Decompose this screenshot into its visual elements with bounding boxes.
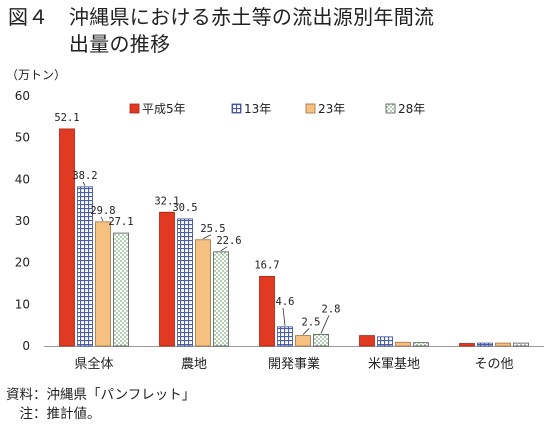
bar-米軍基地-23年 [395,341,411,347]
bar-その他-平成5年 [459,343,475,347]
bar-米軍基地-28年 [413,342,429,347]
x-tick-label: 米軍基地 [368,357,420,372]
data-label: 29.8 [90,205,115,217]
data-label: 27.1 [108,216,133,228]
data-label-leader [282,307,286,326]
legend-swatch [385,103,396,114]
y-tick-label: 10 [15,297,30,311]
data-label: 2.8 [322,303,341,315]
chart-title: 図４ 沖縄県における赤土等の流出源別年間流 出量の推移 [8,5,435,56]
x-tick-label: その他 [474,357,513,372]
bar-開発事業-28年 [313,333,329,347]
data-label-leader [220,246,228,252]
x-tick-label: 農地 [181,357,207,372]
bar-その他-23年 [495,342,511,347]
bar-chart: 0 10 20 30 40 50 60 52.1 38.2 29.827.1 県全体 32.130.5… [15,89,544,372]
bar-農地-23年 [195,239,211,347]
data-label-leader [302,328,310,335]
y-tick-label: 0 [22,339,30,353]
x-tick-label: 県全体 [74,356,113,372]
data-label: 52.1 [54,112,79,124]
data-label: 25.5 [200,223,225,235]
bar-その他-28年 [513,342,529,347]
y-tick-label: 30 [15,214,30,228]
bar-開発事業-平成5年 [259,276,275,347]
data-label: 2.5 [302,317,321,329]
bar-開発事業-23年 [295,335,311,347]
bar-米軍基地-平成5年 [359,335,375,347]
bar-県全体-23年 [95,221,111,347]
legend-swatch [305,103,316,114]
data-label: 22.6 [216,235,241,247]
data-label: 16.7 [254,259,279,271]
y-tick-label: 50 [15,131,30,145]
bar-米軍基地-13年 [377,336,393,347]
bar-農地-平成5年 [159,211,175,347]
legend-swatch [231,103,242,114]
data-label: 32.1 [154,195,179,207]
legend-swatch [129,103,140,114]
bar-開発事業-13年 [277,326,293,347]
bar-県全体-平成5年 [59,128,75,347]
data-label-leader [320,315,330,334]
data-label-leader [202,234,212,240]
bar-農地-28年 [213,251,229,347]
bar-県全体-28年 [113,232,129,347]
bar-その他-13年 [477,342,493,347]
data-label-leader [82,181,86,187]
y-axis-unit-label: （万トン） [6,68,67,82]
bar-農地-13年 [177,218,193,347]
y-tick-label: 60 [15,89,30,103]
data-label: 38.2 [72,170,97,182]
chart-notes: 資料：沖縄県「パンフレット」 注：推計値。 [6,386,195,424]
legend-label: 28年 [398,102,425,116]
x-tick-label: 開発事業 [268,356,320,372]
legend-label: 平成5年 [142,102,186,116]
bar-県全体-13年 [77,186,93,347]
data-label-leader [100,216,104,222]
footnote: 注：推計値。 [6,406,101,422]
legend-label: 13年 [244,102,271,116]
legend-label: 23年 [318,102,345,116]
data-label: 30.5 [172,202,197,214]
data-label: 4.6 [276,296,295,308]
y-tick-label: 20 [15,256,30,270]
source-note: 資料：沖縄県「パンフレット」 [6,387,196,403]
y-tick-label: 40 [15,172,30,186]
